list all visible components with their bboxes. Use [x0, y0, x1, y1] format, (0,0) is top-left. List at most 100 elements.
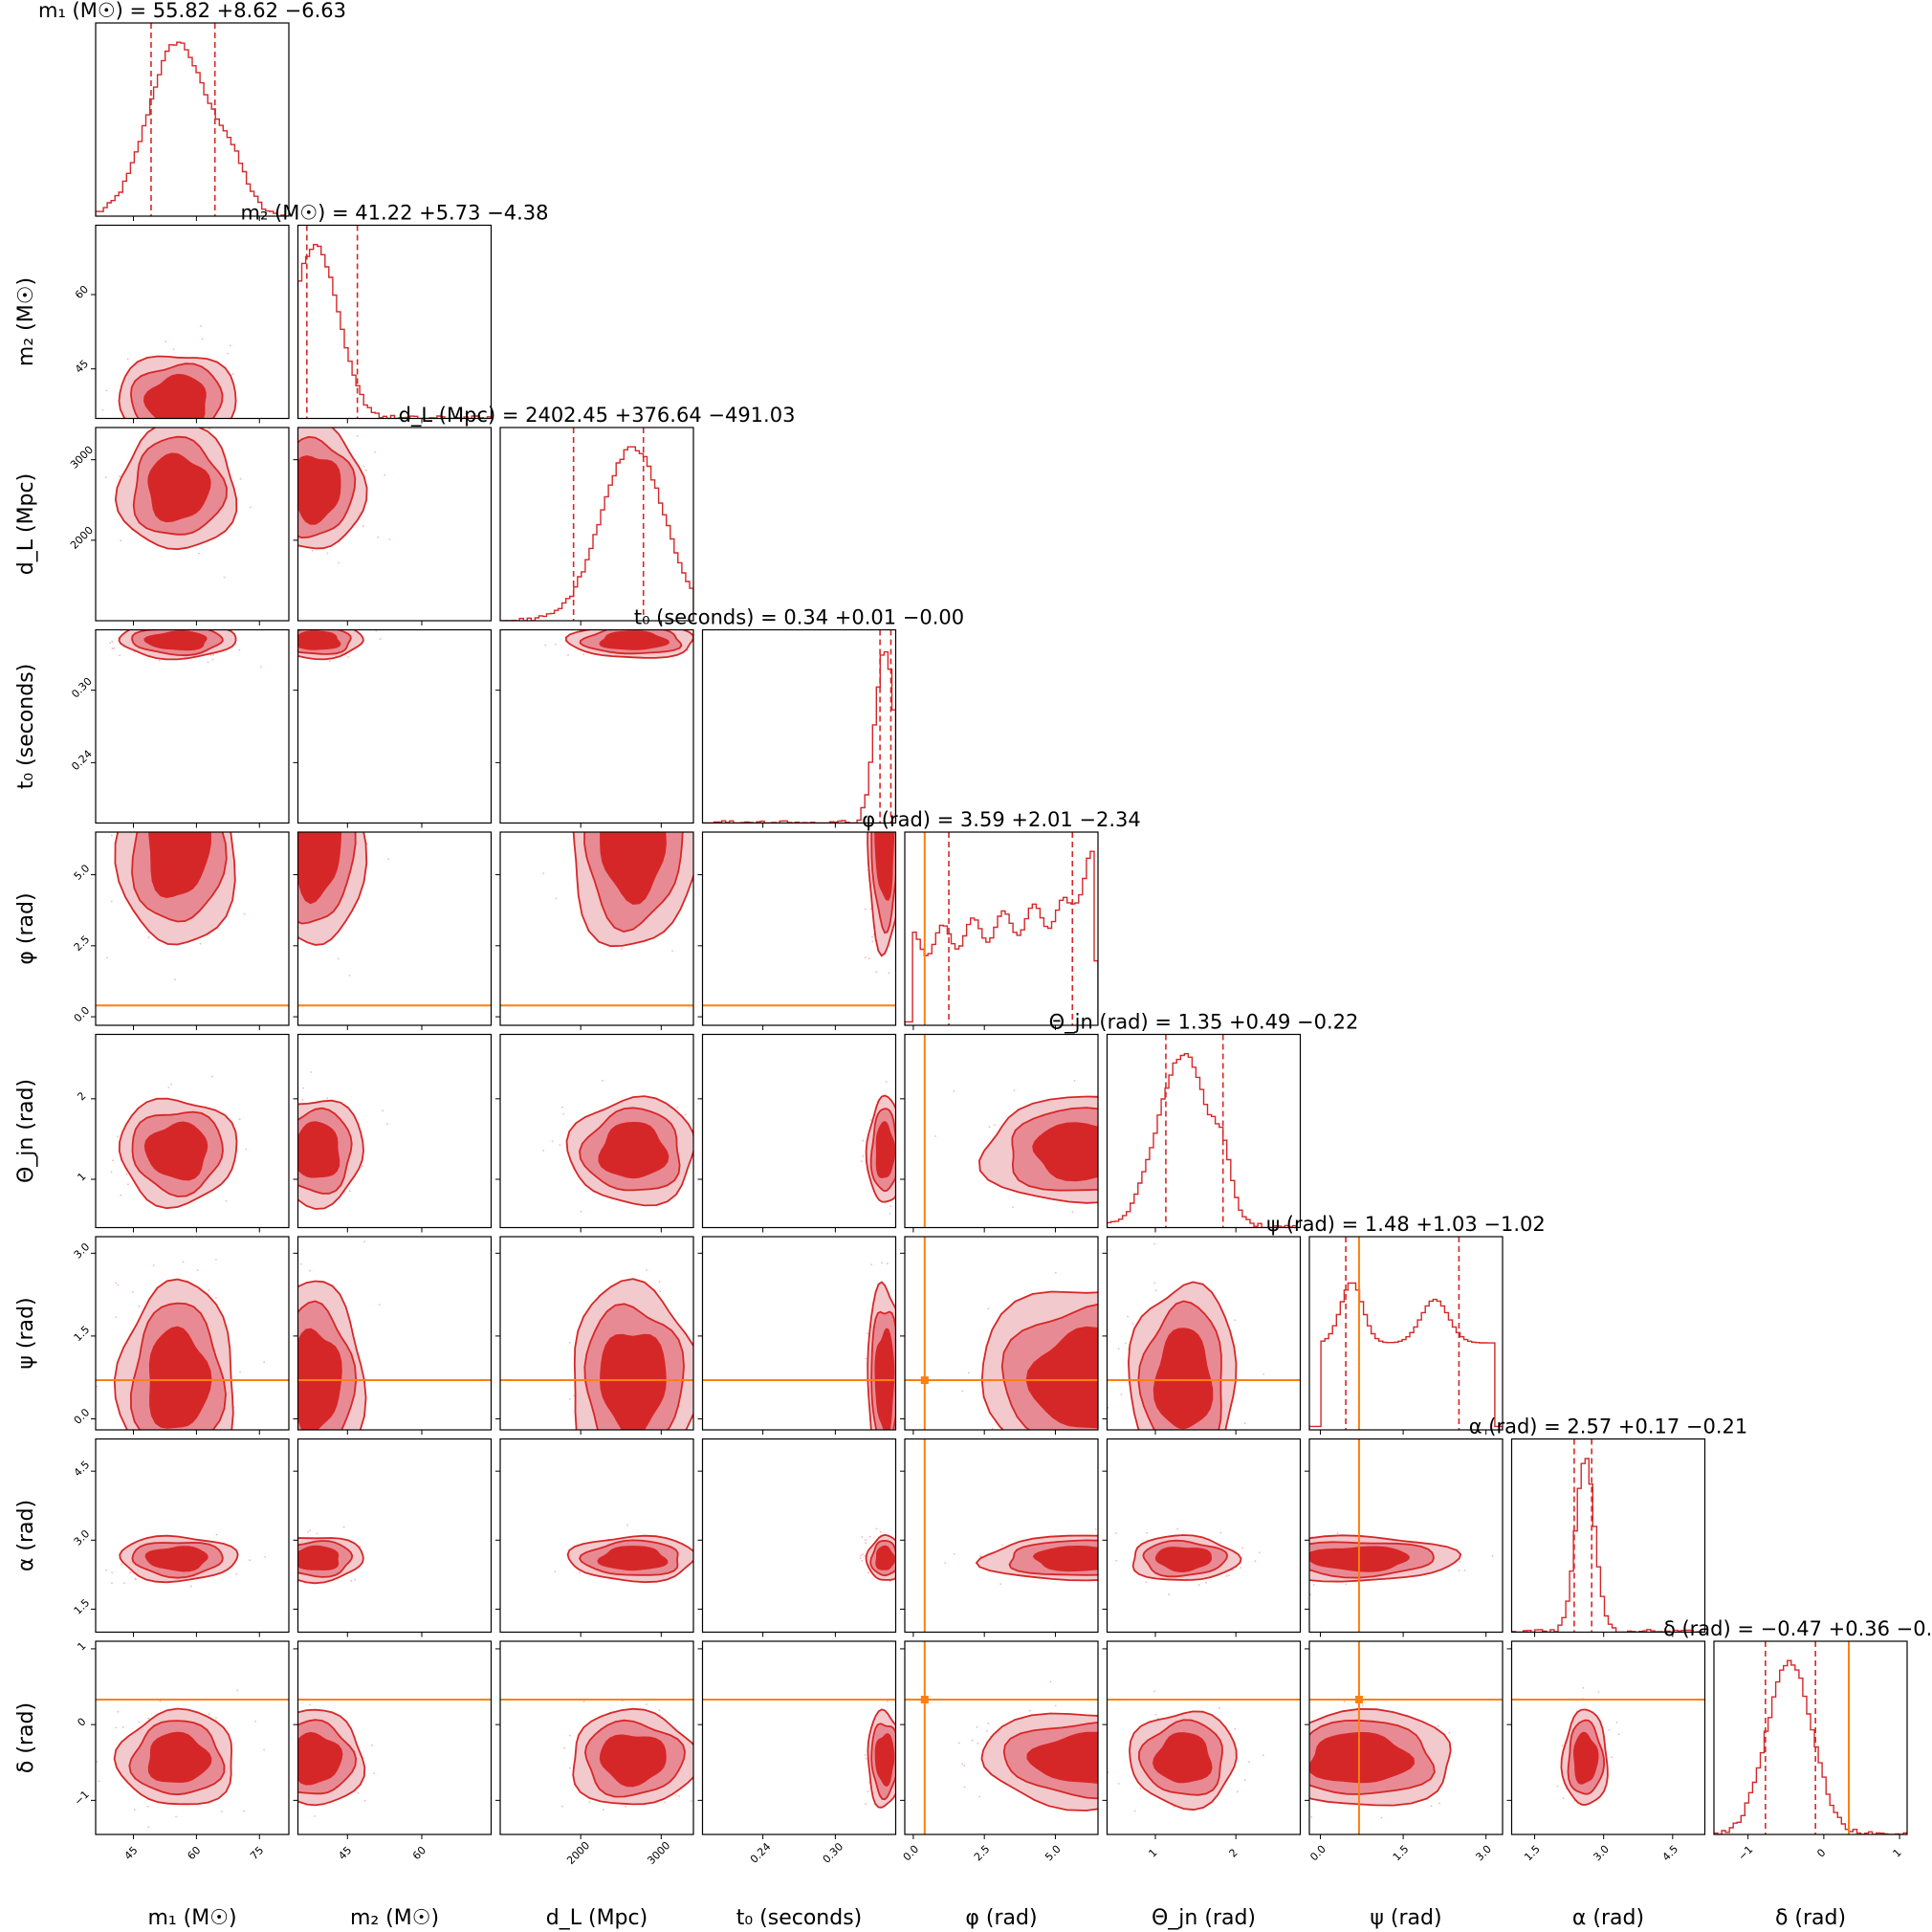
sample-point	[316, 627, 318, 629]
sample-point	[280, 1128, 282, 1130]
panel-content	[96, 23, 289, 216]
panel-frame	[95, 628, 290, 824]
sample-point	[229, 344, 231, 347]
sample-point	[269, 781, 271, 783]
sample-point	[1309, 1593, 1311, 1596]
sample-point	[1110, 1574, 1112, 1576]
sample-point	[1034, 1443, 1036, 1445]
y-axis-label-7: α (rad)	[14, 1500, 38, 1571]
sample-point	[984, 1446, 986, 1448]
panel-content	[1107, 1690, 1301, 1812]
sample-point	[274, 1315, 275, 1317]
y-tick-label: 60	[73, 283, 91, 301]
sample-point	[561, 1106, 563, 1109]
panel-frame	[701, 628, 897, 824]
sample-point	[137, 722, 139, 724]
panel-5-0: 12	[75, 1033, 290, 1233]
sample-point	[862, 1139, 865, 1142]
sample-point	[898, 771, 900, 773]
truth-marker	[920, 1695, 929, 1703]
sample-point	[318, 1435, 320, 1437]
sample-point	[705, 889, 707, 891]
sample-point	[215, 1533, 218, 1536]
panel-content	[96, 1689, 289, 1829]
x-tick-label: 1	[1146, 1846, 1159, 1859]
panel-7-2	[495, 1438, 694, 1637]
x-axis-label-4: φ (rad)	[965, 1906, 1037, 1930]
contour-inner	[297, 1121, 340, 1178]
histogram-1	[297, 244, 492, 419]
x-tick-label: 0.24	[748, 1840, 774, 1866]
sample-point	[987, 1723, 990, 1724]
sample-point	[217, 804, 219, 806]
sample-point	[337, 957, 340, 960]
sample-point	[727, 836, 729, 838]
sample-point	[309, 1529, 312, 1531]
sample-point	[614, 798, 616, 800]
sample-point	[1127, 1149, 1129, 1151]
contour-inner	[875, 1545, 896, 1570]
sample-point	[155, 1473, 157, 1475]
sample-point	[1235, 1530, 1237, 1532]
sample-point	[255, 1181, 257, 1183]
sample-point	[130, 723, 132, 725]
x-tick-label: 75	[248, 1844, 266, 1862]
sample-point	[250, 506, 252, 509]
sample-point	[562, 1113, 564, 1115]
sample-point	[883, 763, 885, 765]
panel-content	[110, 1075, 248, 1210]
panel-frame	[1106, 1640, 1302, 1835]
sample-point	[212, 723, 214, 725]
sample-point	[1448, 1731, 1451, 1734]
panel-content	[500, 788, 729, 1007]
x-tick-label: 45	[336, 1844, 354, 1862]
sample-point	[167, 1468, 169, 1470]
x-tick-label: −1	[1736, 1843, 1756, 1863]
sample-point	[1175, 1191, 1177, 1193]
sample-point	[262, 1734, 264, 1736]
sample-point	[1259, 1551, 1261, 1554]
sample-point	[212, 1458, 214, 1460]
sample-point	[330, 1456, 332, 1458]
sample-point	[977, 1742, 979, 1745]
y-tick-label: −1	[72, 1789, 92, 1809]
panel-frame	[701, 831, 897, 1026]
sample-point	[897, 836, 899, 838]
y-tick-label: 1.5	[72, 1324, 93, 1345]
sample-point	[217, 781, 219, 783]
sample-point	[559, 1144, 561, 1147]
panel-frame	[904, 1033, 1099, 1229]
sample-point	[290, 1755, 292, 1757]
sample-point	[307, 622, 309, 624]
sample-point	[934, 1135, 936, 1137]
sample-point	[208, 1713, 210, 1716]
sample-point	[689, 1449, 691, 1451]
sample-point	[569, 1398, 571, 1400]
sample-point	[101, 409, 104, 411]
panel-7-4	[900, 1438, 1112, 1637]
sample-point	[879, 1530, 882, 1533]
sample-point	[290, 1739, 292, 1741]
sample-point	[1268, 1548, 1270, 1549]
sample-point	[133, 1809, 136, 1811]
sample-point	[174, 978, 177, 981]
sample-point	[1054, 1704, 1057, 1707]
sample-point	[640, 824, 642, 826]
sample-point	[327, 1455, 329, 1457]
panel-content	[702, 1262, 896, 1430]
panel-content	[500, 1269, 693, 1451]
panel-5-2	[495, 1033, 694, 1233]
sample-point	[227, 352, 230, 355]
sample-point	[1112, 1730, 1114, 1732]
panel-8-2: 2000 3000	[495, 1640, 694, 1867]
sample-point	[360, 622, 362, 624]
sample-point	[1153, 1282, 1156, 1284]
sample-point	[99, 769, 101, 771]
sample-point	[670, 788, 672, 790]
sample-point	[867, 1790, 869, 1792]
sample-point	[1159, 1089, 1161, 1091]
sample-point	[269, 1467, 271, 1469]
sample-point	[1243, 1422, 1246, 1425]
sample-point	[1129, 1457, 1131, 1459]
sample-point	[340, 782, 342, 784]
